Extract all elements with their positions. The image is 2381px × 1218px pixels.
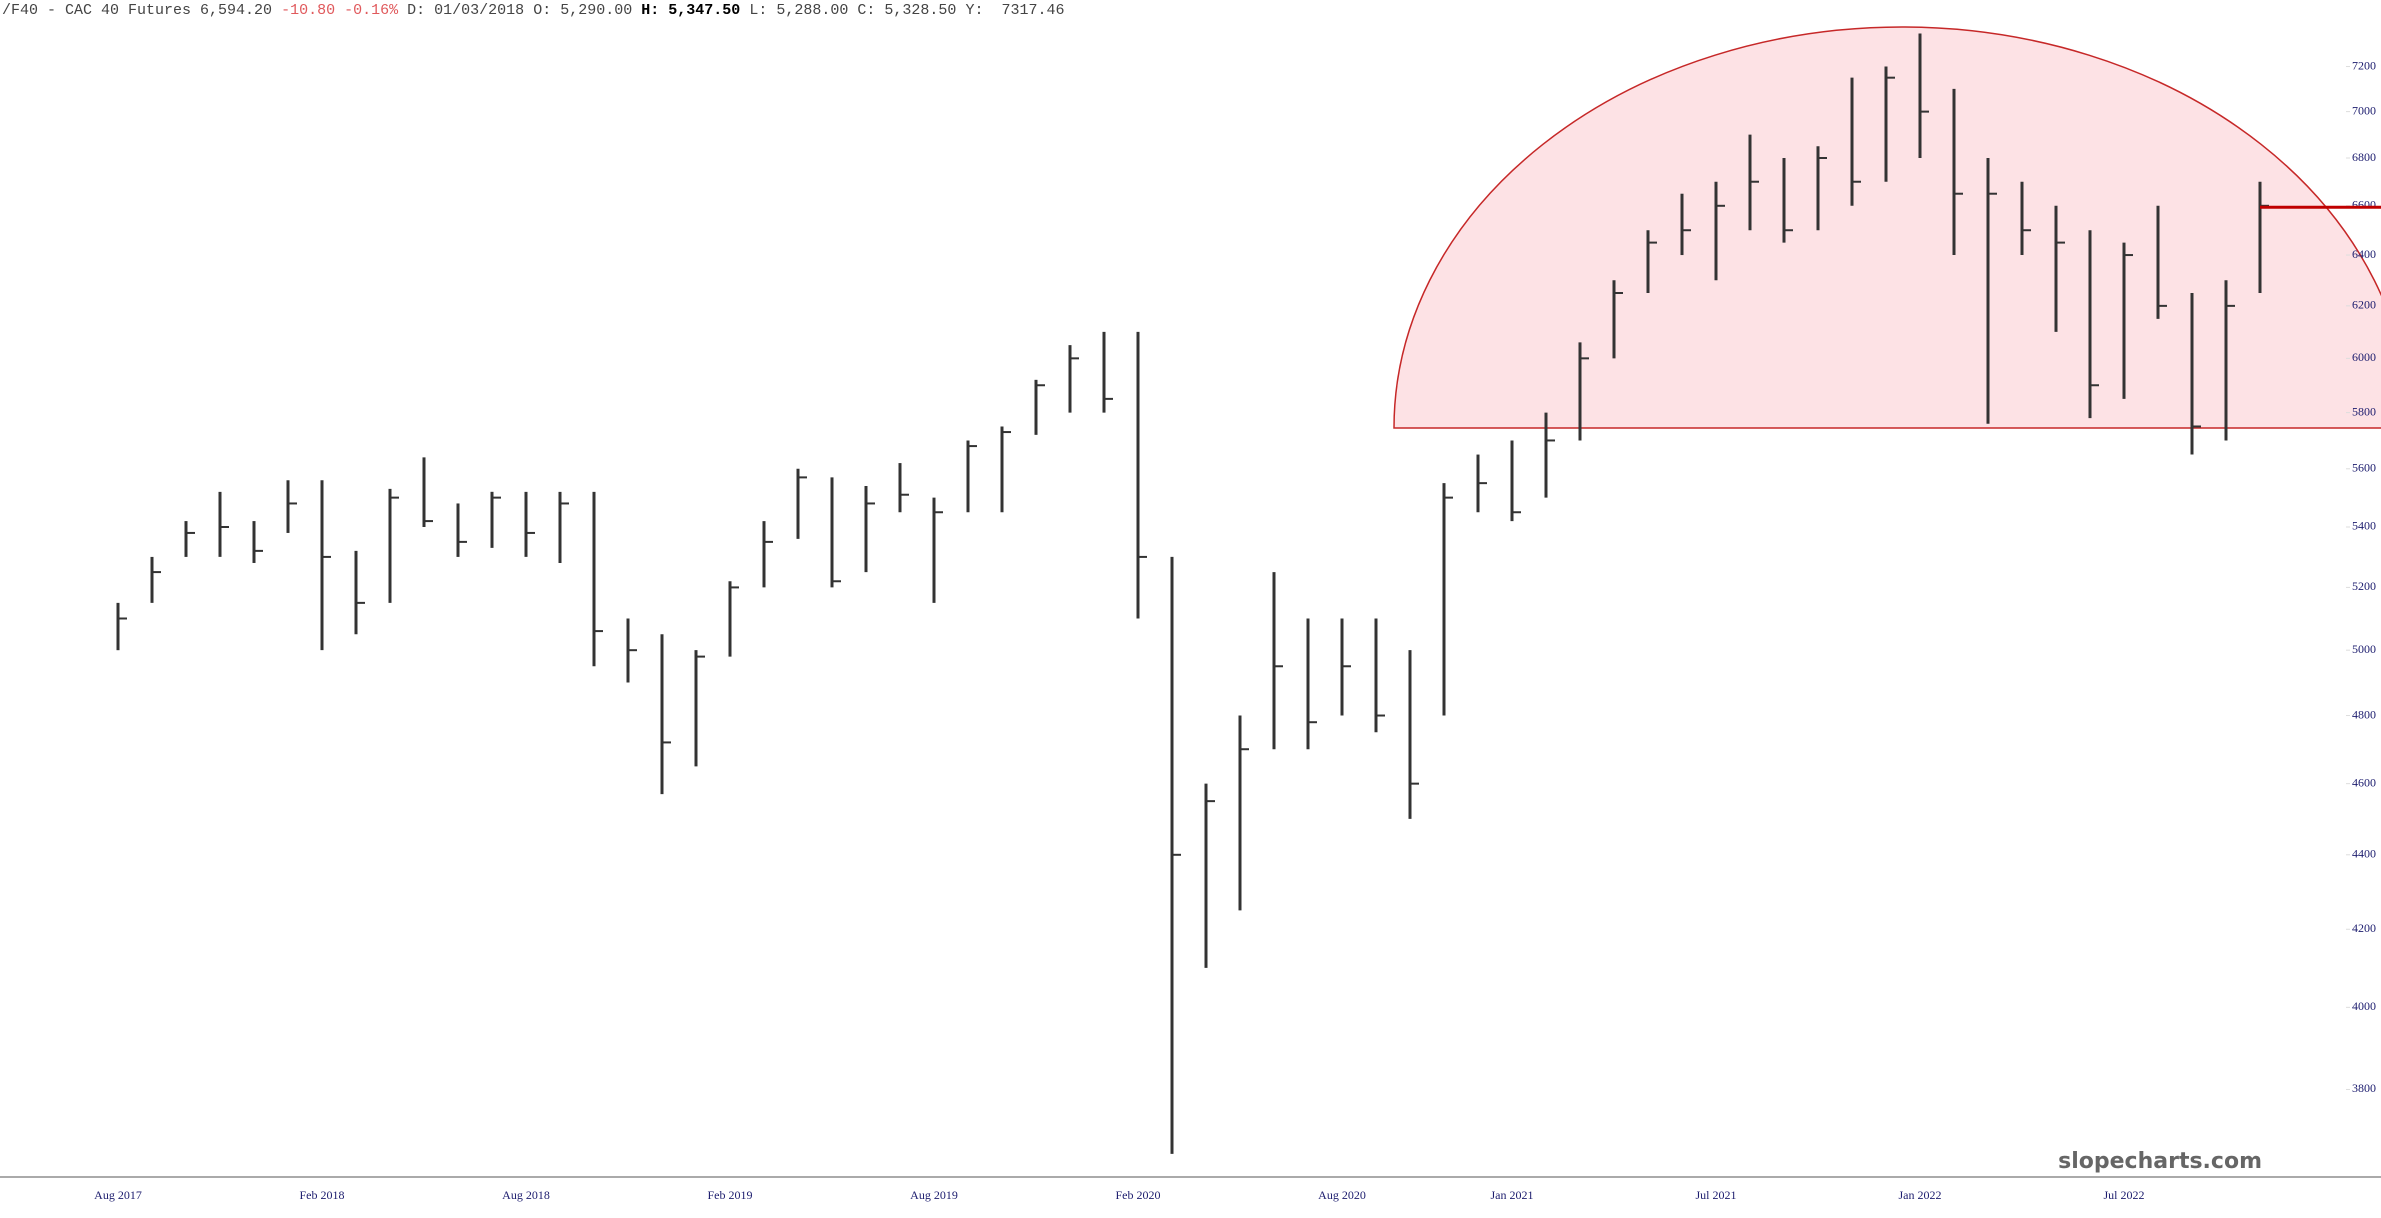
low-label: L:: [749, 2, 768, 19]
watermark: slopecharts.com: [2058, 1149, 2262, 1174]
y-tick-label: 6600: [2352, 198, 2376, 212]
high-label: H:: [641, 2, 660, 19]
dome-drawing: [1393, 26, 2381, 429]
high: 5,347.50: [668, 2, 741, 19]
y-tick-label: 4200: [2352, 921, 2376, 935]
y-tick-label: 5600: [2352, 461, 2376, 475]
y-tick-label: 7000: [2352, 103, 2376, 117]
y-tick-label: 6200: [2352, 298, 2376, 312]
y-tick-label: 4000: [2352, 999, 2376, 1013]
x-tick-label: Jul 2022: [2103, 1188, 2144, 1202]
x-tick-label: Jul 2021: [1695, 1188, 1736, 1202]
last-price: 6,594.20: [200, 2, 273, 19]
x-tick-label: Aug 2019: [910, 1188, 958, 1202]
x-tick-label: Feb 2020: [1116, 1188, 1161, 1202]
y-tick-label: 6000: [2352, 350, 2376, 364]
y-tick-label: 4600: [2352, 775, 2376, 789]
y-tick-label: 3800: [2352, 1081, 2376, 1095]
close: 5,328.50: [884, 2, 957, 19]
quote-header: /F40 - CAC 40 Futures 6,594.20 -10.80 -0…: [2, 2, 1065, 19]
open-label: O:: [533, 2, 552, 19]
y-tick-label: 5800: [2352, 404, 2376, 418]
y-tick-label: 5200: [2352, 579, 2376, 593]
y-tick-label: 5400: [2352, 519, 2376, 533]
x-tick-label: Aug 2018: [502, 1188, 550, 1202]
date: 01/03/2018: [434, 2, 525, 19]
change: -10.80: [281, 2, 336, 19]
y-value: 7317.46: [1001, 2, 1065, 19]
x-tick-label: Feb 2018: [300, 1188, 345, 1202]
y-tick-label: 5000: [2352, 642, 2376, 656]
y-tick-label: 6800: [2352, 150, 2376, 164]
date-label: D:: [407, 2, 426, 19]
y-tick-label: 6400: [2352, 247, 2376, 261]
x-tick-label: Feb 2019: [708, 1188, 753, 1202]
x-tick-label: Jan 2022: [1899, 1188, 1942, 1202]
y-tick-label: 7200: [2352, 58, 2376, 72]
change-pct: -0.16%: [344, 2, 399, 19]
low: 5,288.00: [776, 2, 849, 19]
x-tick-label: Jan 2021: [1491, 1188, 1534, 1202]
close-label: C:: [857, 2, 876, 19]
x-tick-label: Aug 2017: [94, 1188, 142, 1202]
y-tick-label: 4400: [2352, 847, 2376, 861]
open: 5,290.00: [560, 2, 633, 19]
x-tick-label: Aug 2020: [1318, 1188, 1366, 1202]
y-label: Y:: [965, 2, 984, 19]
y-tick-label: 4800: [2352, 707, 2376, 721]
symbol: /F40 - CAC 40 Futures: [2, 2, 192, 19]
